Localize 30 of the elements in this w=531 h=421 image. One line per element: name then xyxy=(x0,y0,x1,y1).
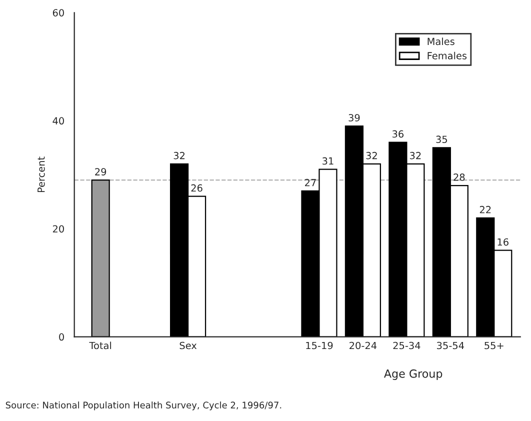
data-label: 16 xyxy=(498,238,508,246)
y-tick-label: 20 xyxy=(52,225,64,233)
y-tick-label: 0 xyxy=(59,333,64,341)
data-label: 29 xyxy=(95,168,106,176)
x-tick-label: 25-34 xyxy=(393,342,420,350)
data-label: 32 xyxy=(410,152,421,160)
legend-label: Males xyxy=(428,38,454,46)
y-tick-label: 40 xyxy=(52,117,64,125)
data-label: 35 xyxy=(436,136,448,144)
x-tick-label: 20-24 xyxy=(350,342,377,350)
data-label: 39 xyxy=(348,114,360,122)
y-axis-title: Percent xyxy=(38,156,45,192)
x-tick-label: Total xyxy=(89,342,112,350)
x-tick-label: 35-54 xyxy=(437,342,464,350)
data-label: 26 xyxy=(191,184,202,192)
x-tick-label: 55+ xyxy=(484,342,504,350)
x-axis-title: Age Group xyxy=(384,369,442,380)
legend-label: Females xyxy=(428,52,467,60)
source-note: Source: National Population Health Survey, Cycle 2, 1996/97. xyxy=(6,402,282,410)
data-label: 32 xyxy=(174,152,184,160)
x-tick-label: 15-19 xyxy=(306,342,333,350)
data-label: 31 xyxy=(322,157,334,165)
bar xyxy=(91,180,110,337)
data-label: 32 xyxy=(366,152,377,160)
x-tick-label: Sex xyxy=(180,342,197,350)
data-label: 27 xyxy=(305,178,316,186)
data-label: 22 xyxy=(480,206,491,214)
data-label: 36 xyxy=(392,130,404,138)
data-label: 28 xyxy=(454,174,465,181)
y-tick-label: 60 xyxy=(52,9,64,16)
